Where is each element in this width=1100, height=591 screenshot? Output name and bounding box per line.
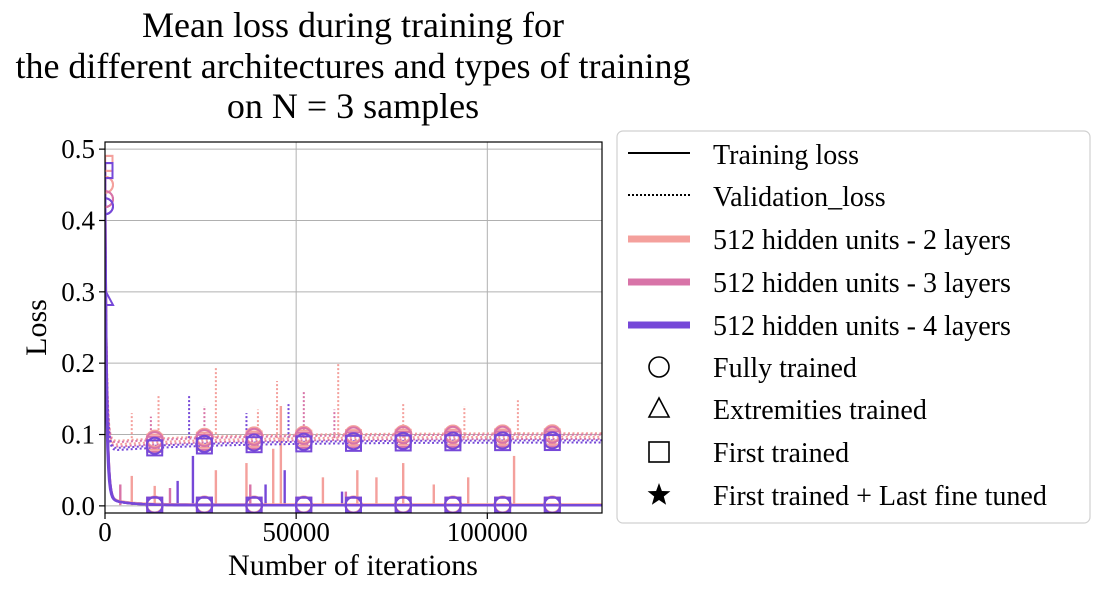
marker-circle <box>105 190 114 209</box>
legend-square-icon <box>648 441 670 463</box>
legend: Training loss Validation_loss 512 hidden u… <box>616 130 1091 524</box>
series-line-train <box>105 163 602 507</box>
legend-label: Fully trained <box>713 353 857 384</box>
x-axis-label: Number of iterations <box>228 549 478 582</box>
chart-title-line: Mean loss during training for <box>142 5 564 45</box>
series-line-train <box>105 199 602 507</box>
y-axis-label: Loss <box>20 299 53 356</box>
marker-square <box>543 434 561 452</box>
marker-square <box>195 437 213 455</box>
series-line-validation <box>105 170 602 448</box>
axes: 0 50000 100000 0.0 0.1 0.2 0.3 0.4 0.5 Number of … <box>20 134 603 582</box>
series-line-train <box>105 191 602 507</box>
marker-square <box>245 436 263 454</box>
marker-square <box>394 434 412 452</box>
marker-triangle <box>105 287 115 306</box>
x-tick-label: 100000 <box>447 517 528 547</box>
legend-circle-icon <box>648 356 670 378</box>
series-layer <box>105 154 602 513</box>
legend-label: Extremities trained <box>713 395 927 426</box>
series-line-train <box>105 177 602 506</box>
legend-label: 512 hidden units - 2 layers <box>713 225 1011 256</box>
legend-box <box>616 130 1091 524</box>
series-line-validation <box>105 163 602 446</box>
series-line-validation <box>105 184 602 442</box>
series-line-validation <box>105 206 602 449</box>
legend-star-icon <box>647 483 671 505</box>
x-tick-label: 0 <box>98 517 112 547</box>
series-line-validation <box>105 199 602 444</box>
y-tick-label: 0.1 <box>61 420 95 450</box>
y-tick-label: 0.2 <box>61 348 95 378</box>
marker-square <box>146 439 164 457</box>
y-tick-label: 0.5 <box>61 134 95 164</box>
legend-label: Validation_loss <box>713 182 886 213</box>
series-line-train <box>105 163 602 507</box>
marker-square <box>345 434 362 452</box>
y-tick-label: 0.4 <box>61 205 95 235</box>
series-line-validation <box>105 170 602 452</box>
legend-label: Training loss <box>713 140 859 171</box>
marker-circle <box>105 197 114 216</box>
chart-title-line: on N = 3 samples <box>227 86 479 126</box>
marker-circle <box>105 175 114 194</box>
marker-square <box>494 434 512 452</box>
marker-square <box>105 162 114 180</box>
y-tick-label: 0.3 <box>61 277 95 307</box>
marker-square <box>444 434 462 452</box>
marker-square <box>295 435 313 453</box>
plot-frame <box>104 141 603 514</box>
legend-label: First trained + Last fine tuned <box>713 481 1047 512</box>
series-line-train <box>105 291 602 507</box>
chart-title-line: the different architectures and types of… <box>15 46 690 86</box>
y-tick-label: 0.0 <box>61 491 95 521</box>
legend-label: 512 hidden units - 3 layers <box>713 268 1011 299</box>
x-tick-label: 50000 <box>262 517 330 547</box>
legend-label: 512 hidden units - 4 layers <box>713 311 1011 342</box>
series-clipped <box>105 154 602 513</box>
series-line-train <box>105 156 602 507</box>
legend-triangle-icon <box>647 396 671 418</box>
grid <box>105 142 602 513</box>
legend-label: First trained <box>713 438 849 469</box>
